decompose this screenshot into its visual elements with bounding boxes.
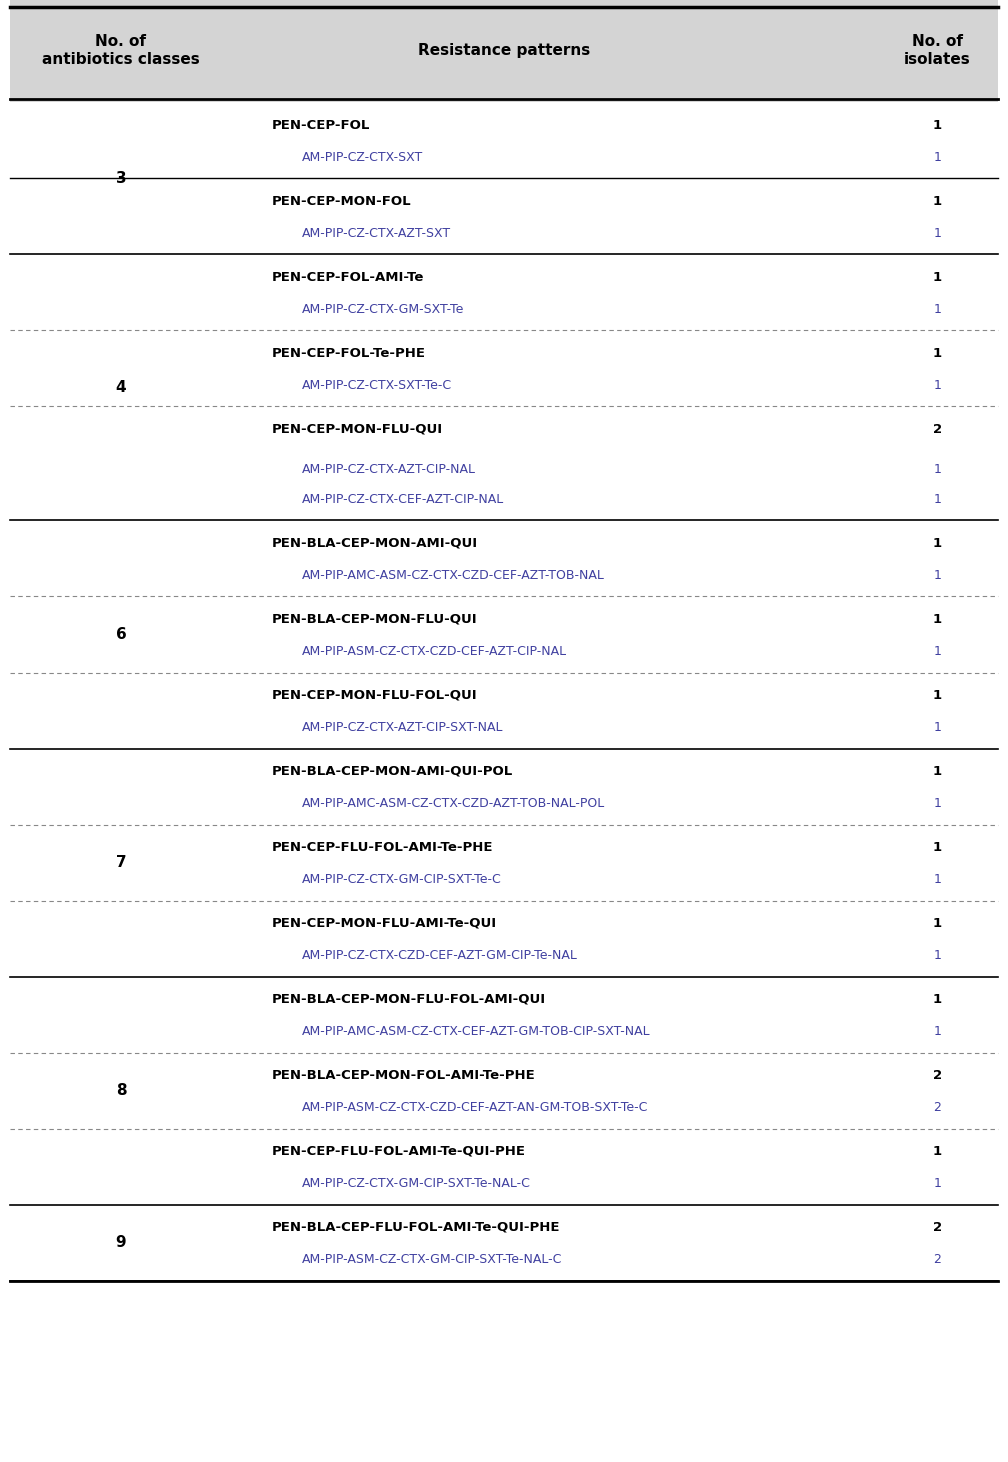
Text: PEN-BLA-CEP-MON-FLU-QUI: PEN-BLA-CEP-MON-FLU-QUI [272,613,478,626]
Text: 2: 2 [932,1069,942,1082]
Text: PEN-BLA-CEP-MON-FOL-AMI-Te-PHE: PEN-BLA-CEP-MON-FOL-AMI-Te-PHE [272,1069,536,1082]
Text: 1: 1 [933,645,941,658]
Text: PEN-CEP-FOL-AMI-Te: PEN-CEP-FOL-AMI-Te [272,270,424,284]
Text: No. of
antibiotics classes: No. of antibiotics classes [42,34,200,67]
Text: 2: 2 [933,1101,941,1114]
Text: 1: 1 [933,797,941,810]
Text: AM-PIP-CZ-CTX-SXT: AM-PIP-CZ-CTX-SXT [302,151,423,164]
Text: 1: 1 [933,1025,941,1038]
Text: 1: 1 [933,1177,941,1190]
Text: 1: 1 [932,613,942,626]
Text: 3: 3 [116,171,126,186]
Text: 1: 1 [932,270,942,284]
Text: 1: 1 [933,949,941,962]
Text: PEN-CEP-FOL: PEN-CEP-FOL [272,118,371,132]
Text: 6: 6 [116,627,126,642]
Text: AM-PIP-CZ-CTX-SXT-Te-C: AM-PIP-CZ-CTX-SXT-Te-C [302,379,453,392]
Text: AM-PIP-CZ-CTX-AZT-CIP-SXT-NAL: AM-PIP-CZ-CTX-AZT-CIP-SXT-NAL [302,721,504,734]
Text: 7: 7 [116,855,126,870]
Text: 1: 1 [933,227,941,240]
Text: PEN-BLA-CEP-MON-FLU-FOL-AMI-QUI: PEN-BLA-CEP-MON-FLU-FOL-AMI-QUI [272,993,546,1006]
Text: 1: 1 [932,1145,942,1158]
Text: AM-PIP-CZ-CTX-AZT-CIP-NAL: AM-PIP-CZ-CTX-AZT-CIP-NAL [302,462,477,475]
Text: AM-PIP-CZ-CTX-GM-CIP-SXT-Te-NAL-C: AM-PIP-CZ-CTX-GM-CIP-SXT-Te-NAL-C [302,1177,531,1190]
Text: 1: 1 [933,873,941,886]
Text: 1: 1 [932,689,942,702]
Text: 1: 1 [932,346,942,360]
Text: 1: 1 [933,151,941,164]
Text: Resistance patterns: Resistance patterns [418,42,590,58]
Text: AM-PIP-AMC-ASM-CZ-CTX-CEF-AZT-GM-TOB-CIP-SXT-NAL: AM-PIP-AMC-ASM-CZ-CTX-CEF-AZT-GM-TOB-CIP… [302,1025,651,1038]
Text: 1: 1 [932,194,942,208]
Text: No. of
isolates: No. of isolates [904,34,971,67]
Text: PEN-CEP-MON-FLU-QUI: PEN-CEP-MON-FLU-QUI [272,423,444,436]
Text: 1: 1 [933,379,941,392]
Text: 4: 4 [116,380,126,395]
Text: 2: 2 [932,423,942,436]
Text: 1: 1 [933,721,941,734]
Text: PEN-BLA-CEP-FLU-FOL-AMI-Te-QUI-PHE: PEN-BLA-CEP-FLU-FOL-AMI-Te-QUI-PHE [272,1221,560,1234]
Text: AM-PIP-CZ-CTX-CEF-AZT-CIP-NAL: AM-PIP-CZ-CTX-CEF-AZT-CIP-NAL [302,494,505,506]
Text: 2: 2 [932,1221,942,1234]
Text: 1: 1 [933,494,941,506]
Text: PEN-CEP-FLU-FOL-AMI-Te-PHE: PEN-CEP-FLU-FOL-AMI-Te-PHE [272,841,494,854]
Text: 1: 1 [933,462,941,475]
Text: PEN-BLA-CEP-MON-AMI-QUI-POL: PEN-BLA-CEP-MON-AMI-QUI-POL [272,765,513,778]
Text: 2: 2 [933,1253,941,1266]
Text: 1: 1 [932,118,942,132]
Text: AM-PIP-ASM-CZ-CTX-CZD-CEF-AZT-AN-GM-TOB-SXT-Te-C: AM-PIP-ASM-CZ-CTX-CZD-CEF-AZT-AN-GM-TOB-… [302,1101,649,1114]
Text: PEN-CEP-FOL-Te-PHE: PEN-CEP-FOL-Te-PHE [272,346,426,360]
Text: AM-PIP-CZ-CTX-GM-CIP-SXT-Te-C: AM-PIP-CZ-CTX-GM-CIP-SXT-Te-C [302,873,502,886]
Text: PEN-BLA-CEP-MON-AMI-QUI: PEN-BLA-CEP-MON-AMI-QUI [272,537,478,550]
Bar [10,0,998,102]
Text: 1: 1 [932,537,942,550]
Text: PEN-CEP-FLU-FOL-AMI-Te-QUI-PHE: PEN-CEP-FLU-FOL-AMI-Te-QUI-PHE [272,1145,526,1158]
Text: 9: 9 [116,1235,126,1250]
Text: PEN-CEP-MON-FLU-FOL-QUI: PEN-CEP-MON-FLU-FOL-QUI [272,689,478,702]
Text: AM-PIP-CZ-CTX-GM-SXT-Te: AM-PIP-CZ-CTX-GM-SXT-Te [302,303,465,316]
Text: 1: 1 [932,993,942,1006]
Text: AM-PIP-AMC-ASM-CZ-CTX-CZD-CEF-AZT-TOB-NAL: AM-PIP-AMC-ASM-CZ-CTX-CZD-CEF-AZT-TOB-NA… [302,569,605,582]
Text: 1: 1 [932,917,942,930]
Text: 1: 1 [933,303,941,316]
Text: AM-PIP-ASM-CZ-CTX-CZD-CEF-AZT-CIP-NAL: AM-PIP-ASM-CZ-CTX-CZD-CEF-AZT-CIP-NAL [302,645,568,658]
Text: AM-PIP-CZ-CTX-AZT-SXT: AM-PIP-CZ-CTX-AZT-SXT [302,227,452,240]
Text: PEN-CEP-MON-FLU-AMI-Te-QUI: PEN-CEP-MON-FLU-AMI-Te-QUI [272,917,497,930]
Text: 1: 1 [932,841,942,854]
Text: AM-PIP-AMC-ASM-CZ-CTX-CZD-AZT-TOB-NAL-POL: AM-PIP-AMC-ASM-CZ-CTX-CZD-AZT-TOB-NAL-PO… [302,797,606,810]
Text: AM-PIP-CZ-CTX-CZD-CEF-AZT-GM-CIP-Te-NAL: AM-PIP-CZ-CTX-CZD-CEF-AZT-GM-CIP-Te-NAL [302,949,579,962]
Text: PEN-CEP-MON-FOL: PEN-CEP-MON-FOL [272,194,412,208]
Text: 1: 1 [933,569,941,582]
Text: 1: 1 [932,765,942,778]
Text: 8: 8 [116,1083,126,1098]
Text: AM-PIP-ASM-CZ-CTX-GM-CIP-SXT-Te-NAL-C: AM-PIP-ASM-CZ-CTX-GM-CIP-SXT-Te-NAL-C [302,1253,562,1266]
